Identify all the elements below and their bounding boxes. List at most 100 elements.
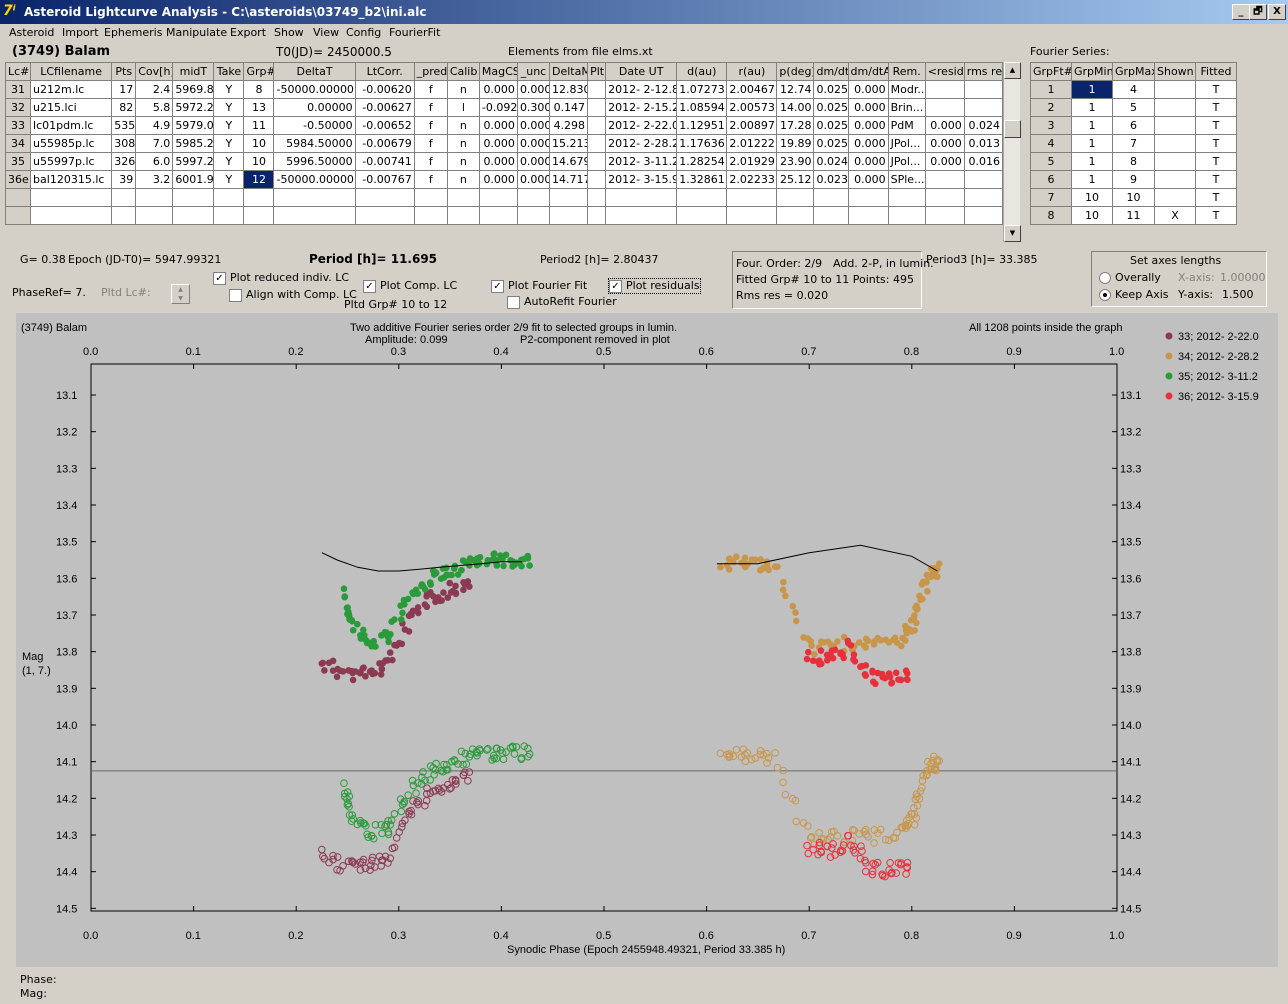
ft-col-header[interactable]: GrpMin (1071, 62, 1113, 81)
pltd-lc-spinner[interactable]: ▲ ▼ (171, 284, 190, 304)
app-icon[interactable]: 7ⁱ (3, 3, 16, 19)
table-cell[interactable]: 12.830 (548, 80, 589, 99)
table-cell[interactable] (887, 206, 926, 225)
table-cell[interactable]: 0.024 (963, 116, 1004, 135)
table-cell[interactable]: -0.092 (478, 98, 518, 117)
table-cell[interactable]: 4 (1112, 80, 1155, 99)
lightcurve-plot[interactable]: 0.0 0.0 0.1 0.1 0.2 0.2 0.3 0.3 0.4 0.4 0.5 0.5 0.6 0… (16, 313, 1278, 967)
table-cell[interactable] (446, 206, 480, 225)
table-cell[interactable] (111, 188, 137, 207)
table-cell[interactable] (587, 206, 607, 225)
table-cell[interactable]: 0.000 (478, 80, 518, 99)
table-cell[interactable]: 82 (111, 98, 137, 117)
table-cell[interactable] (1154, 116, 1196, 135)
table-cell[interactable] (1154, 152, 1196, 171)
table-cell[interactable]: 6001.9 (172, 170, 215, 189)
table-cell[interactable]: 2012- 2-15.2 (605, 98, 678, 117)
keep-axis-radio[interactable]: Keep Axis (1099, 288, 1169, 301)
table-cell[interactable]: f (413, 152, 448, 171)
ft-col-header[interactable]: Shown (1154, 62, 1196, 81)
yaxis-value[interactable]: 1.500 (1222, 288, 1254, 301)
table-cell[interactable] (243, 206, 275, 225)
table-cell[interactable]: f (413, 134, 448, 153)
menu-ephemeris[interactable]: Ephemeris (104, 26, 163, 39)
table-cell[interactable] (963, 98, 1004, 117)
table-cell[interactable] (273, 206, 356, 225)
table-cell[interactable]: 0.000 (924, 134, 965, 153)
table-cell[interactable] (847, 188, 889, 207)
table-cell[interactable]: 0.000 (516, 170, 551, 189)
table-cell[interactable]: 0.000 (847, 152, 889, 171)
table-cell[interactable]: 8 (243, 80, 275, 99)
table-cell[interactable]: 14.717 (548, 170, 589, 189)
table-cell[interactable]: 2.00467 (726, 80, 778, 99)
table-cell[interactable]: Y (213, 80, 245, 99)
table-cell[interactable]: f (413, 116, 448, 135)
table-cell[interactable]: 0.000 (516, 116, 551, 135)
table-cell[interactable] (516, 188, 551, 207)
table-cell[interactable]: f (413, 170, 448, 189)
table-cell[interactable]: 1.08594 (676, 98, 728, 117)
row-header[interactable]: 8 (1030, 206, 1072, 225)
table-cell[interactable]: T (1195, 206, 1237, 225)
table-cell[interactable]: 0.000 (516, 134, 551, 153)
table-cell[interactable]: X (1154, 206, 1196, 225)
table-cell[interactable]: JPol... (887, 134, 926, 153)
menu-import[interactable]: Import (62, 26, 99, 39)
lc-col-header[interactable]: dm/dtA (847, 62, 889, 81)
table-cell[interactable] (726, 206, 778, 225)
table-cell[interactable]: 5984.50000 (273, 134, 356, 153)
checkbox-mark[interactable] (507, 295, 520, 309)
table-cell[interactable]: 0.300 (516, 98, 551, 117)
table-cell[interactable] (273, 188, 356, 207)
menu-manipulate[interactable]: Manipulate (166, 26, 228, 39)
table-cell[interactable]: Y (213, 116, 245, 135)
table-cell[interactable] (963, 188, 1004, 207)
table-cell[interactable]: Y (213, 134, 245, 153)
ft-col-header[interactable]: GrpMax (1112, 62, 1155, 81)
xaxis-value[interactable]: 1.00000 (1220, 271, 1266, 284)
row-header[interactable]: 3 (1030, 116, 1072, 135)
table-cell[interactable] (478, 188, 518, 207)
table-cell[interactable] (354, 206, 415, 225)
plot-residuals-checkbox[interactable]: ✓ Plot residuals (608, 278, 701, 294)
scroll-up-icon[interactable]: ▲ (1004, 62, 1021, 79)
table-cell[interactable]: 14.00 (776, 98, 815, 117)
table-cell[interactable]: 0.023 (813, 170, 849, 189)
table-cell[interactable]: 0.025 (813, 116, 849, 135)
ft-col-header[interactable]: GrpFt# (1030, 62, 1072, 81)
autorefit-checkbox[interactable]: AutoRefit Fourier (507, 295, 617, 309)
table-cell[interactable]: u212m.lc (30, 80, 113, 99)
lc-col-header[interactable]: d(au) (676, 62, 728, 81)
row-header[interactable] (4, 188, 32, 207)
lightcurve-table[interactable]: Lc# LCfilename Pts Cov[h] midT Take Grp# DeltaT… (4, 62, 1004, 225)
table-cell[interactable]: 4.298 (548, 116, 589, 135)
table-cell[interactable]: f (413, 98, 448, 117)
table-cell[interactable]: 12.74 (776, 80, 815, 99)
table-cell[interactable] (446, 188, 480, 207)
table-cell[interactable]: T (1195, 98, 1237, 117)
table-cell[interactable] (676, 206, 728, 225)
menu-asteroid[interactable]: Asteroid (9, 26, 55, 39)
table-cell[interactable]: 0.000 (924, 152, 965, 171)
table-cell[interactable]: 9 (1112, 170, 1155, 189)
table-cell[interactable]: bal120315.lc (30, 170, 113, 189)
table-cell[interactable]: 5.8 (135, 98, 174, 117)
lc-col-header[interactable]: r(au) (726, 62, 778, 81)
table-cell[interactable] (30, 188, 113, 207)
lc-col-header[interactable]: LtCorr. (354, 62, 415, 81)
row-header[interactable]: 6 (1030, 170, 1072, 189)
table-cell[interactable]: n (446, 116, 480, 135)
table-cell[interactable]: 5979.0 (172, 116, 215, 135)
table-cell[interactable] (516, 206, 551, 225)
table-cell[interactable]: 8 (1112, 152, 1155, 171)
checkbox-mark[interactable]: ✓ (609, 279, 622, 293)
table-cell[interactable] (963, 80, 1004, 99)
table-cell[interactable] (478, 206, 518, 225)
table-cell[interactable]: 19.89 (776, 134, 815, 153)
